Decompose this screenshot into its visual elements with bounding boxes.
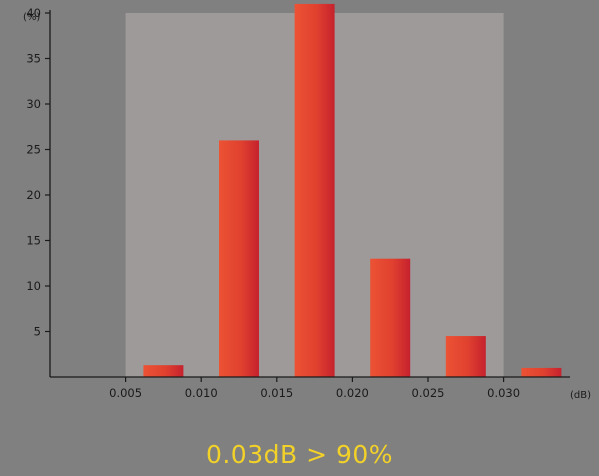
- y-tick-label-20: 20: [26, 188, 41, 202]
- y-tick-label-40: 40: [26, 6, 41, 20]
- x-tick-label-0.020: 0.020: [336, 386, 369, 400]
- x-tick-label-0.005: 0.005: [109, 386, 142, 400]
- y-tick-label-5: 5: [34, 325, 41, 339]
- bar-0.005-0.010: [143, 365, 184, 377]
- y-tick-label-30: 30: [26, 97, 41, 111]
- y-tick-label-15: 15: [26, 234, 41, 248]
- bar-0.010-0.015: [219, 140, 259, 377]
- x-tick-label-0.030: 0.030: [487, 386, 520, 400]
- bar-0.015-0.020: [294, 3, 335, 378]
- bar-0.030-0.035: [521, 367, 562, 377]
- histogram-chart: 5 10 15 20 25 30 35 40 0.005 0.010 0.015 0.020 0.025…: [23, 3, 591, 401]
- y-axis-unit-label: (%): [23, 12, 40, 23]
- y-tick-label-35: 35: [26, 52, 41, 66]
- bar-0.025-0.030: [445, 336, 486, 377]
- x-tick-label-0.025: 0.025: [412, 386, 445, 400]
- threshold-caption: 0.03dB > 90%: [205, 440, 394, 469]
- x-tick-label-0.010: 0.010: [185, 386, 218, 400]
- y-tick-label-25: 25: [26, 143, 41, 157]
- x-tick-label-0.015: 0.015: [260, 386, 293, 400]
- bar-0.020-0.025: [370, 258, 411, 377]
- x-axis-unit-label: (dB): [570, 390, 591, 401]
- y-tick-label-10: 10: [26, 279, 41, 293]
